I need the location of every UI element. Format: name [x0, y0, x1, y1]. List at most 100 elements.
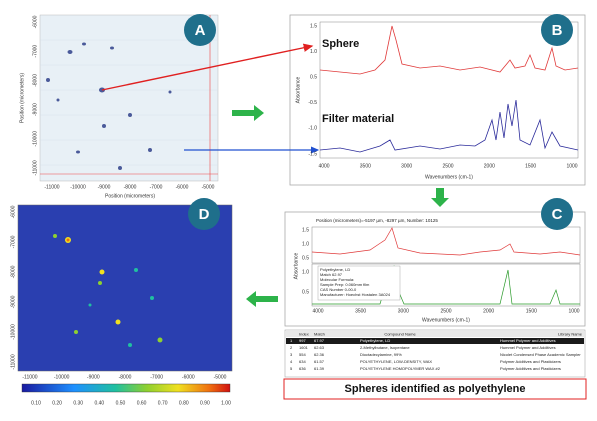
- y-axis-label: Position (micrometers): [19, 73, 25, 123]
- x-tick-label: 0.20: [52, 400, 62, 406]
- spectrum-line: [319, 99, 579, 153]
- badge: [541, 14, 573, 46]
- y-tick-label: -8000: [32, 74, 38, 87]
- info-line: Molecular Formula:: [320, 277, 354, 282]
- y-axis-label: Absorbance: [293, 252, 299, 279]
- x-tick-label: 0.70: [158, 400, 168, 406]
- table-cell: Polymer Additives and Plasticizers: [500, 359, 561, 364]
- table-cell: 1: [290, 338, 293, 343]
- particle-spots: [46, 42, 172, 170]
- panel-b-plot: [319, 21, 579, 159]
- x-tick-label: 0.10: [31, 400, 41, 406]
- x-tick-label: 0.80: [179, 400, 189, 406]
- y-tick-label: -6000: [10, 205, 16, 218]
- table-cell: 634: [299, 359, 306, 364]
- table-cell: 62.36: [314, 352, 325, 357]
- panel-c-plot-top: [311, 226, 581, 264]
- x-tick-label: 1000: [566, 163, 577, 169]
- caption-box: [283, 378, 587, 400]
- y-tick-label: 1.5: [302, 227, 309, 233]
- panel-a-image: [39, 14, 219, 182]
- badge-label: B: [552, 22, 563, 39]
- x-tick-label: -8000: [124, 184, 137, 190]
- x-tick-label: -11000: [44, 184, 59, 190]
- x-tick-label: 2000: [483, 308, 494, 314]
- y-tick-label: -7000: [32, 45, 38, 58]
- y-tick-label: -0.5: [308, 100, 317, 106]
- y-tick-label: -11000: [10, 354, 16, 369]
- table-cell: 1601: [299, 345, 309, 350]
- x-axis-label: Wavenumbers (cm-1): [425, 174, 473, 180]
- table-cell: 997: [299, 338, 306, 343]
- table-header: Index: [299, 332, 309, 337]
- x-tick-label: -11000: [22, 374, 37, 380]
- y-tick-label: -1.0: [308, 126, 317, 132]
- table-cell: 4: [290, 359, 293, 364]
- x-tick-label: 0.40: [94, 400, 104, 406]
- y-tick-label: 0.5: [302, 289, 309, 295]
- x-tick-label: 4000: [318, 163, 329, 169]
- x-tick-label: 3500: [360, 163, 371, 169]
- x-tick-label: 0.30: [73, 400, 83, 406]
- y-tick-label: -11000: [32, 160, 38, 175]
- table-cell: 3: [290, 352, 293, 357]
- table-cell: Nicolet Condensed Phase Academic Sampler: [500, 352, 581, 357]
- x-tick-label: 2000: [484, 163, 495, 169]
- x-tick-label: -10000: [70, 184, 86, 190]
- table-cell: POLYETHYLENE HOMOPOLYMER WAX #2: [360, 366, 441, 371]
- x-tick-label: -6000: [182, 374, 195, 380]
- table-cell: 5: [290, 366, 293, 371]
- table-cell: 61.57: [314, 359, 325, 364]
- y-tick-label: -1.5: [308, 151, 317, 157]
- y-tick-label: 1.5: [310, 23, 317, 29]
- x-tick-label: -9000: [87, 374, 100, 380]
- info-line: Match 62.97: [320, 272, 343, 277]
- x-tick-label: 1000: [568, 308, 579, 314]
- x-tick-label: -10000: [54, 374, 70, 380]
- x-tick-label: 1500: [526, 308, 537, 314]
- table-cell: 2: [290, 345, 293, 350]
- colorbar: [21, 383, 231, 393]
- x-axis-label: Position (micrometers): [105, 193, 155, 199]
- table-cell: Hummel Polymer and Additives: [500, 345, 556, 350]
- x-tick-label: -8000: [119, 374, 132, 380]
- table-cell: 2-Methylbutane, Isopentane: [360, 345, 410, 350]
- x-tick-label: 4000: [312, 308, 323, 314]
- result-table: [284, 329, 586, 378]
- table-header: Compound Name: [384, 332, 416, 337]
- green-arrow: [246, 291, 278, 307]
- info-line: Polyethylene, LD: [320, 267, 350, 272]
- table-cell: Polyethylene, LD: [360, 338, 390, 343]
- table-cell: 62.63: [314, 345, 325, 350]
- table-header-bg: [286, 331, 584, 337]
- y-tick-label: -10000: [32, 131, 38, 147]
- table-header: Match: [314, 332, 325, 337]
- table-cell: 67.97: [314, 338, 325, 343]
- badge-label: D: [199, 206, 210, 223]
- annotation: Sphere: [322, 38, 359, 50]
- y-tick-label: 0.5: [310, 75, 317, 81]
- spectrum-line: [319, 25, 579, 75]
- y-tick-label: -8000: [10, 265, 16, 278]
- x-tick-label: -7000: [150, 184, 163, 190]
- badge: [184, 14, 216, 46]
- x-tick-label: 3000: [401, 163, 412, 169]
- y-tick-label: 1.0: [302, 241, 309, 247]
- x-tick-label: 3000: [398, 308, 409, 314]
- panel-d-map: [17, 204, 233, 372]
- red-arrow: [101, 43, 314, 91]
- badge: [188, 198, 220, 230]
- info-line: Sample Prep: 0.060mm film: [320, 282, 370, 287]
- x-tick-label: -5000: [202, 184, 215, 190]
- table-cell: POLYETHYLENE, LOW-DENSITY, WAX: [360, 359, 432, 364]
- x-tick-label: 0.50: [116, 400, 126, 406]
- x-tick-label: -9000: [98, 184, 111, 190]
- spectrum-line: [311, 227, 581, 256]
- x-tick-label: 1.00: [221, 400, 231, 406]
- badge: [541, 198, 573, 230]
- badge-label: A: [195, 22, 206, 39]
- spectrum-header: Position (micrometers)=-5197 µm, -8297 µ…: [316, 218, 438, 223]
- x-tick-label: 2500: [442, 163, 453, 169]
